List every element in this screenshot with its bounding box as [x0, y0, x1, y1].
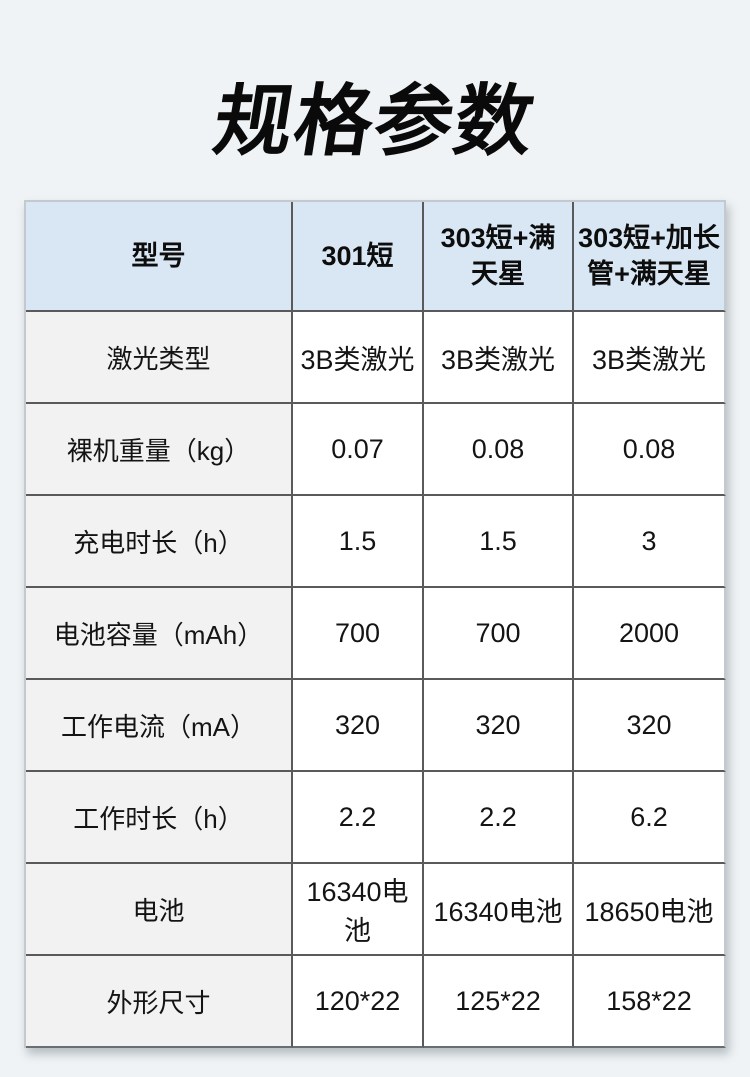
table-row: 电池 16340电池 16340电池 18650电池 — [26, 864, 726, 956]
page-title: 规格参数 — [0, 0, 750, 165]
row-label: 工作时长（h） — [26, 772, 293, 864]
table-cell: 3B类激光 — [293, 312, 424, 404]
table-cell: 2000 — [574, 588, 726, 680]
header-col-301: 301短 — [293, 202, 424, 312]
table-cell: 2.2 — [293, 772, 424, 864]
row-label: 外形尺寸 — [26, 956, 293, 1048]
table-header-row: 型号 301短 303短+满天星 303短+加长管+满天星 — [26, 202, 726, 312]
table-cell: 320 — [574, 680, 726, 772]
table-row: 激光类型 3B类激光 3B类激光 3B类激光 — [26, 312, 726, 404]
row-label: 裸机重量（kg） — [26, 404, 293, 496]
table-row: 充电时长（h） 1.5 1.5 3 — [26, 496, 726, 588]
table-cell: 3B类激光 — [574, 312, 726, 404]
header-col-303-extended: 303短+加长管+满天星 — [574, 202, 726, 312]
page: 规格参数 型号 301短 303短+满天星 303短+加长管+满天星 激光类型 … — [0, 0, 750, 1048]
table-cell: 0.07 — [293, 404, 424, 496]
table-cell: 320 — [293, 680, 424, 772]
row-label: 充电时长（h） — [26, 496, 293, 588]
table-row: 裸机重量（kg） 0.07 0.08 0.08 — [26, 404, 726, 496]
row-label: 电池 — [26, 864, 293, 956]
table-cell: 6.2 — [574, 772, 726, 864]
table-cell: 3 — [574, 496, 726, 588]
table-cell: 3B类激光 — [424, 312, 574, 404]
header-col-303: 303短+满天星 — [424, 202, 574, 312]
table-cell: 700 — [293, 588, 424, 680]
table-cell: 1.5 — [293, 496, 424, 588]
table-cell: 700 — [424, 588, 574, 680]
table-row: 工作时长（h） 2.2 2.2 6.2 — [26, 772, 726, 864]
table-cell: 320 — [424, 680, 574, 772]
spec-table: 型号 301短 303短+满天星 303短+加长管+满天星 激光类型 3B类激光… — [24, 200, 726, 1048]
table-cell: 16340电池 — [293, 864, 424, 956]
table-cell: 120*22 — [293, 956, 424, 1048]
header-model-label: 型号 — [26, 202, 293, 312]
table-row: 工作电流（mA） 320 320 320 — [26, 680, 726, 772]
table-cell: 16340电池 — [424, 864, 574, 956]
row-label: 工作电流（mA） — [26, 680, 293, 772]
table-cell: 125*22 — [424, 956, 574, 1048]
table-row: 外形尺寸 120*22 125*22 158*22 — [26, 956, 726, 1048]
table-row: 电池容量（mAh） 700 700 2000 — [26, 588, 726, 680]
table-cell: 1.5 — [424, 496, 574, 588]
row-label: 电池容量（mAh） — [26, 588, 293, 680]
table-cell: 0.08 — [424, 404, 574, 496]
table-cell: 158*22 — [574, 956, 726, 1048]
table-cell: 0.08 — [574, 404, 726, 496]
table-cell: 18650电池 — [574, 864, 726, 956]
page-title-text: 规格参数 — [208, 77, 542, 165]
table-cell: 2.2 — [424, 772, 574, 864]
row-label: 激光类型 — [26, 312, 293, 404]
